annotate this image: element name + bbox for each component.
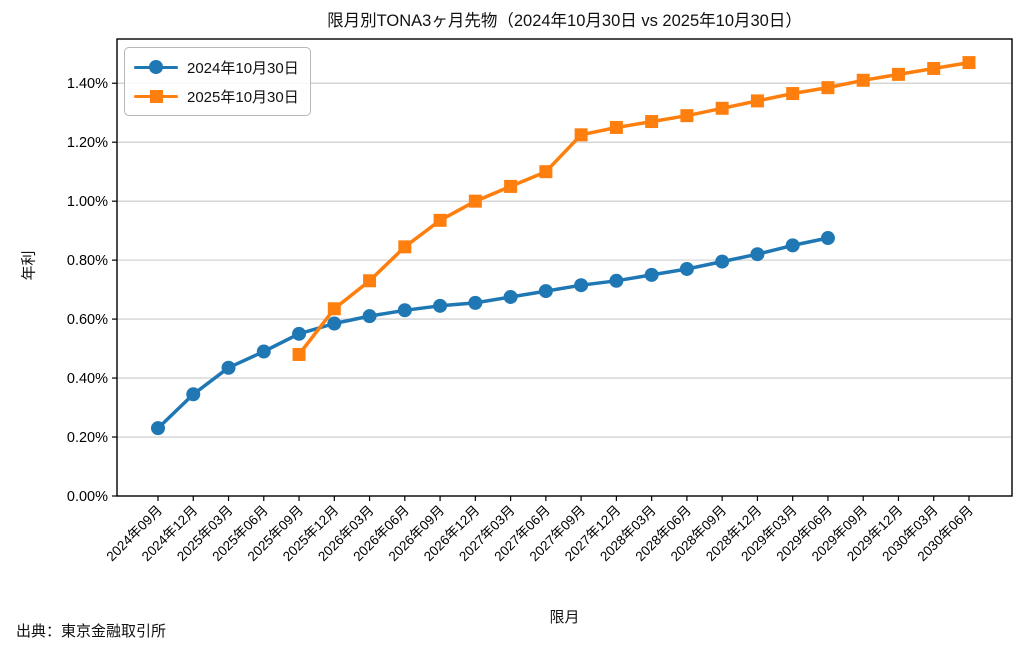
y-tick-label: 0.20% <box>67 430 108 446</box>
y-tick-label: 1.20% <box>67 135 108 151</box>
data-point <box>256 344 271 359</box>
data-point <box>151 421 165 436</box>
data-point <box>468 194 482 208</box>
data-point <box>292 326 307 341</box>
legend-label: 2025年10月30日 <box>187 88 299 106</box>
data-point <box>186 387 201 402</box>
axes-border <box>116 38 1013 497</box>
data-point <box>750 94 764 108</box>
data-point <box>715 101 729 115</box>
y-tick-label: 0.60% <box>67 312 108 328</box>
y-tick-label: 1.00% <box>67 194 108 210</box>
data-point <box>363 274 377 288</box>
data-point <box>574 278 589 293</box>
data-point <box>398 240 412 254</box>
data-point <box>539 165 553 179</box>
legend-item-2025: 2025年10月30日 <box>134 84 300 108</box>
data-point <box>433 213 447 227</box>
y-tick-label: 0.40% <box>67 371 108 387</box>
data-point <box>715 254 730 269</box>
data-point <box>609 273 624 288</box>
data-point <box>609 120 623 134</box>
data-point <box>504 179 518 193</box>
data-point <box>962 56 976 70</box>
data-point <box>327 302 341 316</box>
data-point <box>679 261 694 276</box>
data-point <box>891 67 905 81</box>
data-point <box>750 247 765 262</box>
data-point <box>538 284 553 299</box>
data-point <box>327 316 342 331</box>
data-point <box>820 231 835 246</box>
y-tick-label: 0.80% <box>67 253 108 269</box>
data-point <box>292 347 306 361</box>
legend-label: 2024年10月30日 <box>187 59 299 77</box>
data-point <box>680 109 694 123</box>
y-axis-title: 年利 <box>20 250 38 281</box>
data-point <box>397 303 412 318</box>
legend-marker-line-square-icon <box>134 88 178 104</box>
data-point <box>574 128 588 142</box>
y-tick-label: 0.00% <box>67 489 108 505</box>
data-point <box>927 61 941 75</box>
data-point <box>856 73 870 87</box>
data-point <box>221 360 236 375</box>
x-axis-title: 限月 <box>549 609 580 626</box>
y-tick-label: 1.40% <box>67 76 108 92</box>
legend-item-2024: 2024年10月30日 <box>134 55 300 79</box>
data-point <box>433 298 448 313</box>
data-point <box>644 267 659 282</box>
data-point <box>785 238 800 253</box>
data-point <box>821 81 835 95</box>
legend: 2024年10月30日 2025年10月30日 <box>124 47 311 116</box>
data-point <box>503 289 518 304</box>
source-note: 出典：東京金融取引所 <box>16 623 167 640</box>
data-point <box>468 295 483 310</box>
chart-title: 限月別TONA3ヶ月先物（2024年10月30日 vs 2025年10月30日） <box>327 12 802 30</box>
data-point <box>362 309 377 324</box>
legend-marker-line-circle-icon <box>134 59 178 75</box>
data-point <box>645 115 659 129</box>
data-point <box>786 87 800 101</box>
